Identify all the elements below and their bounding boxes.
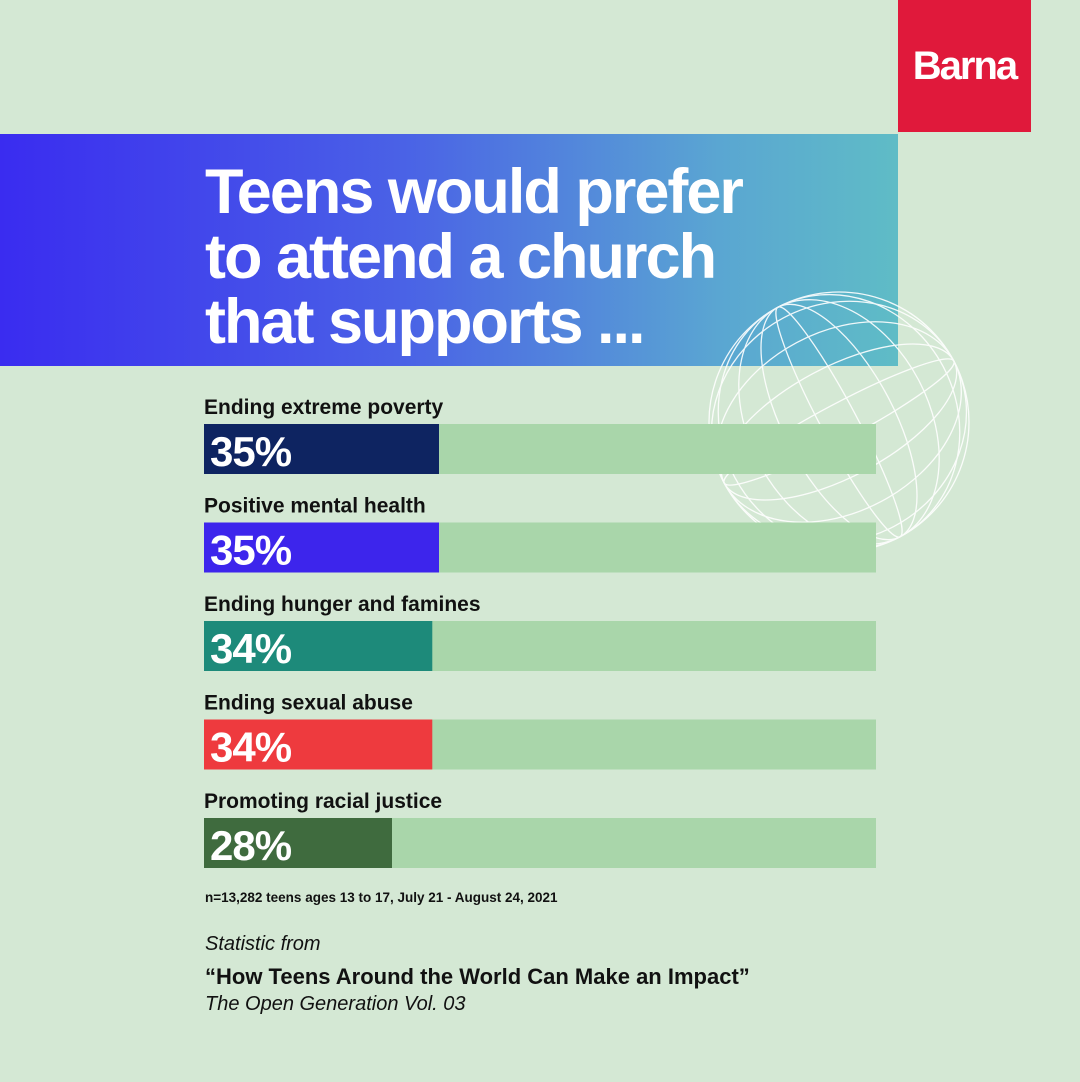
value-label: 35% — [210, 527, 292, 574]
source-label: Statistic from — [205, 933, 321, 955]
bar — [204, 522, 439, 573]
source-series: The Open Generation Vol. 03 — [205, 993, 466, 1015]
title-line-1: Teens would prefer — [205, 157, 744, 227]
title-banner — [0, 134, 898, 366]
category-label: Ending sexual abuse — [204, 692, 413, 715]
bar — [204, 424, 439, 474]
category-label: Ending hunger and famines — [204, 593, 481, 616]
value-label: 34% — [210, 625, 292, 672]
category-label: Ending extreme poverty — [204, 396, 444, 419]
sample-note: n=13,282 teens ages 13 to 17, July 21 - … — [205, 890, 558, 905]
title-line-3: that supports ... — [205, 287, 645, 357]
chart-title: Teens would prefer to attend a church th… — [205, 157, 744, 357]
category-label: Promoting racial justice — [204, 790, 442, 813]
value-label: 35% — [210, 428, 292, 475]
value-label: 34% — [210, 724, 292, 771]
value-label: 28% — [210, 822, 292, 869]
barna-logo[interactable]: Barna — [898, 0, 1031, 132]
bar — [204, 719, 433, 770]
bar — [204, 818, 392, 868]
source-title: “How Teens Around the World Can Make an … — [205, 964, 750, 989]
title-line-2: to attend a church — [205, 222, 717, 292]
bar — [204, 621, 433, 671]
category-label: Positive mental health — [204, 495, 426, 518]
